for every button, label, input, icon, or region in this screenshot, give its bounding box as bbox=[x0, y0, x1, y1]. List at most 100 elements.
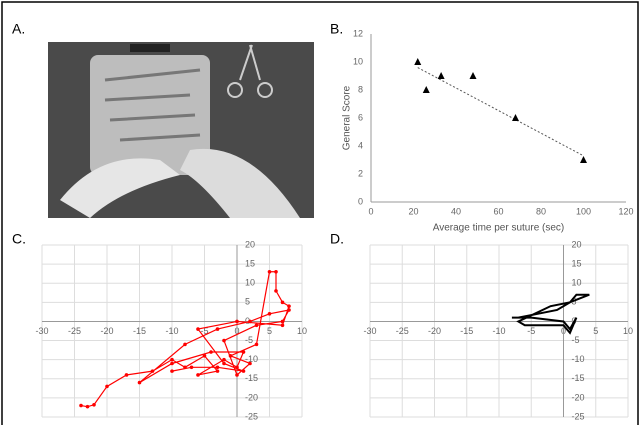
marker bbox=[222, 362, 226, 366]
marker bbox=[242, 350, 246, 354]
marker bbox=[274, 289, 278, 293]
y-tick-label: 6 bbox=[358, 112, 363, 122]
marker bbox=[196, 327, 200, 331]
y-tick-label: 0 bbox=[358, 196, 363, 206]
marker bbox=[287, 308, 291, 312]
marker bbox=[125, 373, 129, 377]
marker bbox=[255, 323, 259, 327]
x-tick-label: 20 bbox=[408, 206, 418, 216]
marker bbox=[105, 385, 109, 389]
x-tick-label: -5 bbox=[527, 326, 535, 336]
marker bbox=[268, 270, 272, 274]
trajectory bbox=[512, 295, 589, 333]
point bbox=[470, 72, 477, 79]
marker bbox=[235, 366, 239, 370]
marker bbox=[274, 270, 278, 274]
y-tick-label: -5 bbox=[572, 335, 580, 345]
marker bbox=[196, 373, 200, 377]
y-tick-label: 10 bbox=[353, 56, 363, 66]
photo bbox=[48, 42, 314, 218]
y-tick-label: 5 bbox=[245, 297, 250, 307]
point bbox=[438, 72, 445, 79]
marker bbox=[183, 366, 187, 370]
marker bbox=[242, 369, 246, 373]
y-tick-label: -25 bbox=[245, 411, 258, 421]
marker bbox=[287, 304, 291, 308]
marker bbox=[79, 404, 83, 408]
marker bbox=[170, 369, 174, 373]
marker bbox=[92, 403, 96, 407]
x-tick-label: 10 bbox=[623, 326, 633, 336]
x-tick-label: -30 bbox=[35, 326, 48, 336]
y-tick-label: 20 bbox=[572, 239, 582, 249]
x-tick-label: 5 bbox=[267, 326, 272, 336]
marker bbox=[222, 339, 226, 343]
panel-label: B. bbox=[330, 21, 343, 37]
marker bbox=[216, 327, 220, 331]
marker bbox=[216, 366, 220, 370]
y-tick-label: 4 bbox=[358, 140, 363, 150]
y-tick-label: 2 bbox=[358, 168, 363, 178]
x-tick-label: -30 bbox=[363, 326, 376, 336]
x-tick-label: -20 bbox=[100, 326, 113, 336]
x-tick-label: 80 bbox=[536, 206, 546, 216]
marker bbox=[268, 312, 272, 316]
x-tick-label: 60 bbox=[493, 206, 503, 216]
x-tick-label: 5 bbox=[593, 326, 598, 336]
point bbox=[512, 114, 519, 121]
point bbox=[423, 86, 430, 93]
marker bbox=[229, 354, 233, 358]
marker bbox=[281, 301, 285, 305]
x-tick-label: 100 bbox=[576, 206, 591, 216]
trendline bbox=[418, 68, 584, 156]
marker bbox=[203, 354, 207, 358]
marker bbox=[190, 366, 194, 370]
marker bbox=[248, 362, 252, 366]
panel-label: D. bbox=[330, 231, 344, 247]
y-tick-label: -20 bbox=[572, 392, 585, 402]
marker bbox=[86, 405, 90, 409]
y-axis-label: General Score bbox=[342, 85, 353, 150]
y-tick-label: 15 bbox=[245, 258, 255, 268]
point bbox=[414, 58, 421, 65]
x-tick-label: -25 bbox=[396, 326, 409, 336]
marker bbox=[281, 323, 285, 327]
x-tick-label: -15 bbox=[133, 326, 146, 336]
y-tick-label: -5 bbox=[245, 335, 253, 345]
marker bbox=[170, 362, 174, 366]
y-tick-label: 10 bbox=[245, 278, 255, 288]
x-tick-label: -25 bbox=[68, 326, 81, 336]
marker bbox=[209, 350, 213, 354]
x-tick-label: -10 bbox=[165, 326, 178, 336]
marker bbox=[183, 343, 187, 347]
y-tick-label: 12 bbox=[353, 28, 363, 38]
marker bbox=[248, 320, 252, 324]
x-tick-label: 40 bbox=[451, 206, 461, 216]
marker bbox=[281, 320, 285, 324]
x-tick-label: -10 bbox=[492, 326, 505, 336]
y-tick-label: -25 bbox=[572, 411, 585, 421]
y-tick-label: -10 bbox=[572, 354, 585, 364]
y-tick-label: 8 bbox=[358, 84, 363, 94]
trajectory bbox=[81, 272, 289, 407]
point bbox=[580, 156, 587, 163]
marker bbox=[235, 373, 239, 377]
y-tick-label: -15 bbox=[245, 373, 258, 383]
x-tick-label: 0 bbox=[368, 206, 373, 216]
y-tick-label: -20 bbox=[245, 392, 258, 402]
marker bbox=[216, 369, 220, 373]
y-tick-label: 20 bbox=[245, 239, 255, 249]
y-tick-label: 15 bbox=[572, 258, 582, 268]
y-tick-label: 10 bbox=[572, 278, 582, 288]
panel-label: C. bbox=[12, 231, 26, 247]
y-tick-label: -15 bbox=[572, 373, 585, 383]
marker bbox=[170, 358, 174, 362]
marker bbox=[138, 381, 142, 385]
marker bbox=[151, 369, 155, 373]
panel-label: A. bbox=[12, 21, 25, 37]
x-tick-label: 10 bbox=[297, 326, 307, 336]
marker bbox=[255, 343, 259, 347]
marker bbox=[235, 320, 239, 324]
x-tick-label: 120 bbox=[618, 206, 633, 216]
x-axis-label: Average time per suture (sec) bbox=[433, 223, 565, 234]
